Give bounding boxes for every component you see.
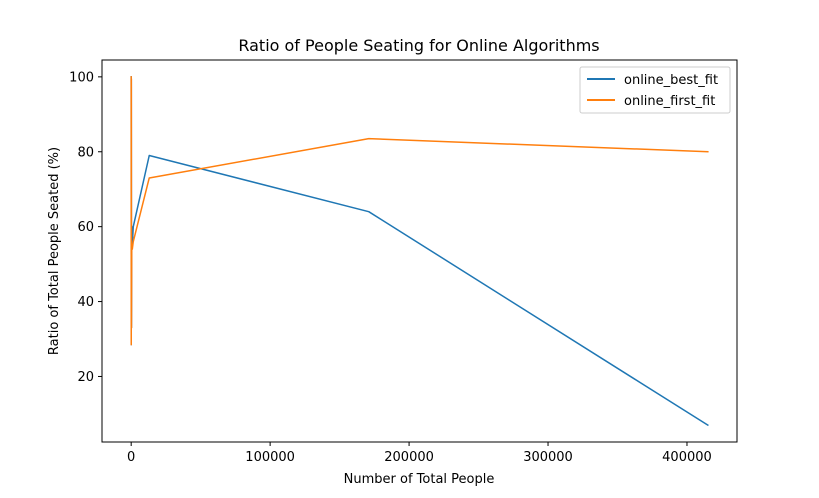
series-layer [130,76,709,427]
y-tick-label: 60 [77,220,94,235]
y-tick-label: 80 [77,145,94,160]
y-tick-label: 100 [69,70,94,85]
y-tick-label: 40 [77,295,94,310]
x-axis: 0 100000 200000 300000 400000 [127,442,712,465]
legend: online_best_fit online_first_fit [579,66,731,114]
x-tick-label: 100000 [245,450,295,465]
x-tick-label: 0 [127,450,135,465]
chart-title: Ratio of People Seating for Online Algor… [238,36,599,55]
series-line-online-first-fit [130,76,709,346]
x-tick-label: 200000 [384,450,434,465]
x-tick-label: 400000 [662,450,712,465]
y-axis-label: Ratio of Total People Seated (%) [47,147,62,355]
y-axis: 20 40 60 80 100 [69,70,102,385]
legend-box [579,66,731,114]
legend-label-online-first-fit: online_first_fit [624,94,715,109]
y-tick-label: 20 [77,370,94,385]
legend-label-online-best-fit: online_best_fit [624,73,718,88]
x-tick-label: 300000 [523,450,573,465]
plot-frame [101,59,738,443]
x-axis-label: Number of Total People [344,472,495,487]
